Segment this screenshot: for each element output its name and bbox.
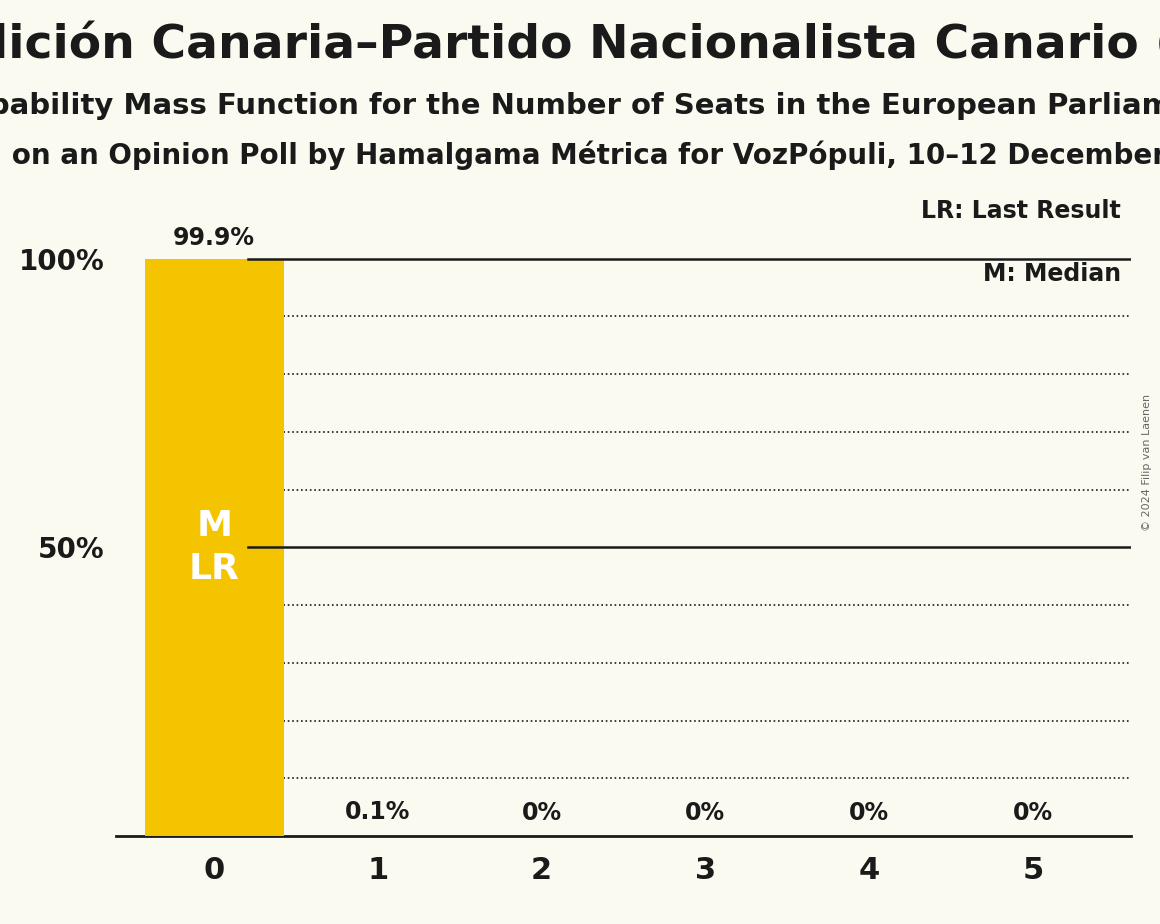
Text: 0%: 0%: [1013, 801, 1053, 825]
Text: M: Median: M: Median: [983, 262, 1121, 286]
Text: LR: Last Result: LR: Last Result: [921, 200, 1121, 223]
Text: Probability Mass Function for the Number of Seats in the European Parliament: Probability Mass Function for the Number…: [0, 92, 1160, 120]
Text: 0%: 0%: [849, 801, 889, 825]
Text: 99.9%: 99.9%: [173, 226, 255, 250]
Text: 0.1%: 0.1%: [346, 800, 411, 824]
Text: © 2024 Filip van Laenen: © 2024 Filip van Laenen: [1141, 394, 1152, 530]
Text: 0%: 0%: [522, 801, 561, 825]
Text: M
LR: M LR: [189, 509, 240, 586]
Bar: [145, 260, 284, 836]
Text: Coalición Canaria–Partido Nacionalista Canario (RE): Coalición Canaria–Partido Nacionalista C…: [0, 23, 1160, 68]
Text: 0%: 0%: [686, 801, 725, 825]
Text: Based on an Opinion Poll by Hamalgama Métrica for VozPópuli, 10–12 December 2024: Based on an Opinion Poll by Hamalgama Mé…: [0, 140, 1160, 170]
